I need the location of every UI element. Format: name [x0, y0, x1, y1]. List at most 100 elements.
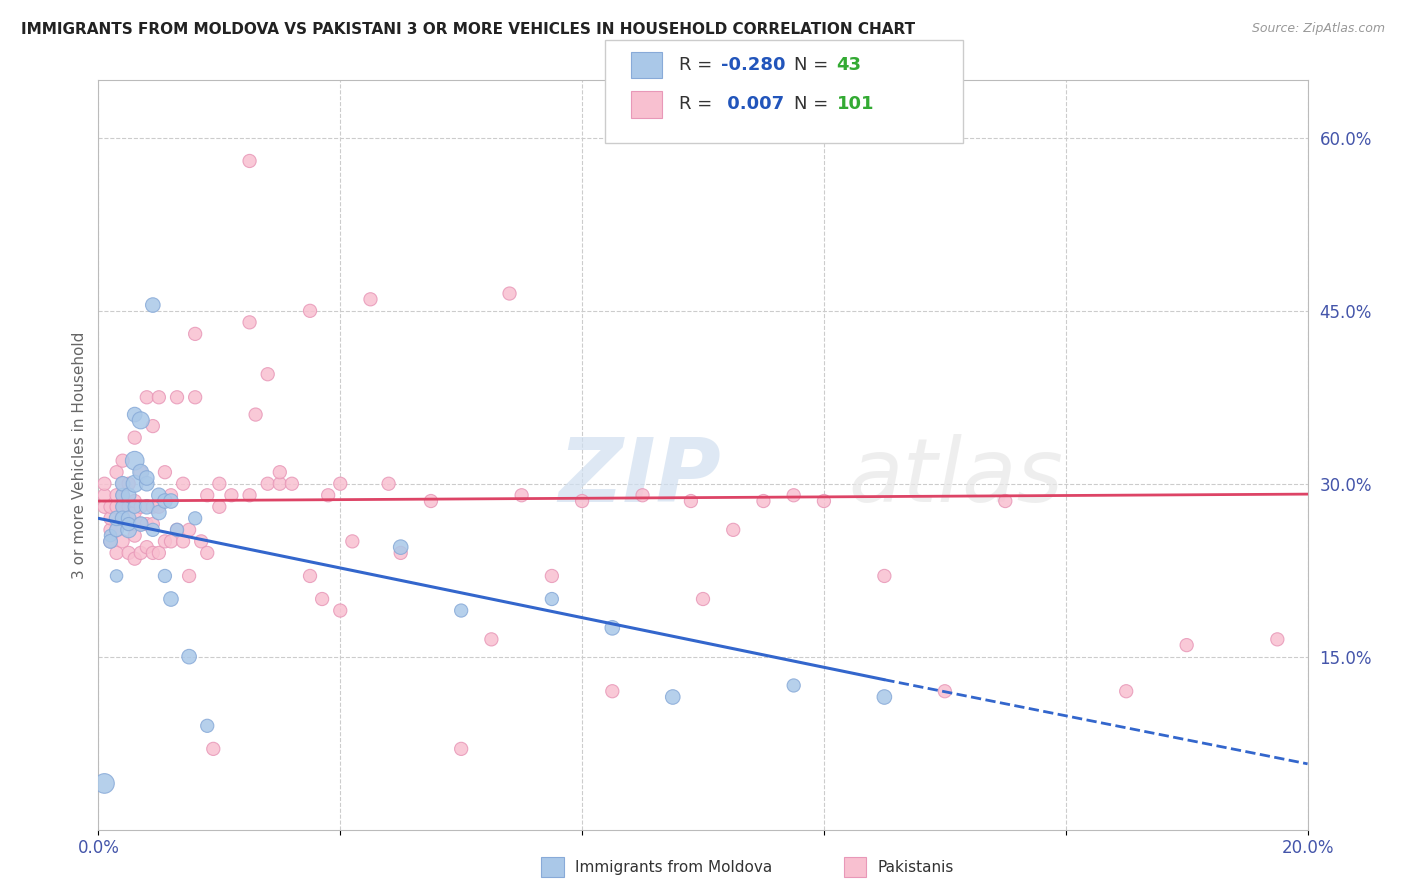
Point: [510, 488, 533, 502]
Point: [111, 511, 134, 525]
Point: [329, 476, 352, 491]
Point: [692, 592, 714, 607]
Point: [195, 488, 218, 502]
Text: R =: R =: [679, 95, 718, 113]
Point: [111, 511, 134, 525]
Point: [142, 500, 165, 514]
Point: [111, 488, 134, 502]
Point: [100, 511, 122, 525]
Point: [752, 494, 775, 508]
Point: [100, 528, 122, 542]
Point: [124, 528, 146, 542]
Point: [256, 476, 278, 491]
Point: [245, 408, 267, 422]
Point: [166, 523, 188, 537]
Point: [498, 286, 520, 301]
Point: [93, 776, 115, 790]
Point: [360, 293, 382, 307]
Point: [389, 540, 412, 554]
Point: [129, 546, 152, 560]
Point: [118, 488, 141, 502]
Point: [166, 523, 188, 537]
Text: atlas: atlas: [848, 434, 1063, 520]
Point: [142, 517, 165, 532]
Point: [129, 413, 152, 427]
Point: [111, 500, 134, 514]
Point: [160, 494, 183, 508]
Point: [100, 534, 122, 549]
Point: [124, 494, 146, 508]
Point: [160, 534, 183, 549]
Point: [142, 419, 165, 434]
Point: [142, 523, 165, 537]
Point: [105, 511, 128, 525]
Point: [195, 546, 218, 560]
Point: [602, 684, 624, 698]
Point: [111, 476, 134, 491]
Point: [118, 523, 141, 537]
Point: [100, 500, 122, 514]
Point: [450, 603, 472, 617]
Point: [994, 494, 1017, 508]
Point: [166, 390, 188, 404]
Point: [129, 465, 152, 479]
Point: [124, 551, 146, 566]
Point: [118, 476, 141, 491]
Point: [631, 488, 654, 502]
Point: [118, 500, 141, 514]
Point: [420, 494, 443, 508]
Point: [813, 494, 835, 508]
Point: [311, 592, 333, 607]
Point: [540, 569, 562, 583]
Point: [160, 592, 183, 607]
Point: [111, 488, 134, 502]
Point: [172, 476, 194, 491]
Point: [202, 742, 225, 756]
Point: [723, 523, 745, 537]
Point: [221, 488, 243, 502]
Point: [160, 488, 183, 502]
Point: [153, 534, 176, 549]
Point: [172, 534, 194, 549]
Point: [329, 603, 352, 617]
Text: N =: N =: [794, 56, 834, 74]
Point: [129, 517, 152, 532]
Point: [208, 476, 231, 491]
Point: [118, 517, 141, 532]
Point: [105, 523, 128, 537]
Point: [316, 488, 339, 502]
Point: [190, 534, 212, 549]
Text: R =: R =: [679, 56, 718, 74]
Point: [342, 534, 364, 549]
Point: [105, 465, 128, 479]
Point: [783, 678, 806, 692]
Point: [281, 476, 304, 491]
Point: [783, 488, 806, 502]
Point: [124, 500, 146, 514]
Point: [239, 315, 262, 329]
Point: [93, 488, 115, 502]
Point: [93, 500, 115, 514]
Text: Immigrants from Moldova: Immigrants from Moldova: [575, 860, 772, 874]
Point: [934, 684, 956, 698]
Point: [105, 569, 128, 583]
Point: [184, 326, 207, 341]
Point: [661, 690, 683, 704]
Point: [179, 523, 201, 537]
Point: [124, 506, 146, 520]
Point: [299, 303, 322, 318]
Point: [184, 511, 207, 525]
Point: [269, 476, 291, 491]
Point: [124, 431, 146, 445]
Text: ZIP: ZIP: [558, 434, 721, 521]
Text: Pakistanis: Pakistanis: [877, 860, 953, 874]
Point: [602, 621, 624, 635]
Point: [377, 476, 399, 491]
Point: [129, 500, 152, 514]
Point: [148, 488, 170, 502]
Point: [124, 408, 146, 422]
Point: [100, 534, 122, 549]
Text: IMMIGRANTS FROM MOLDOVA VS PAKISTANI 3 OR MORE VEHICLES IN HOUSEHOLD CORRELATION: IMMIGRANTS FROM MOLDOVA VS PAKISTANI 3 O…: [21, 22, 915, 37]
Point: [540, 592, 562, 607]
Point: [135, 540, 157, 554]
